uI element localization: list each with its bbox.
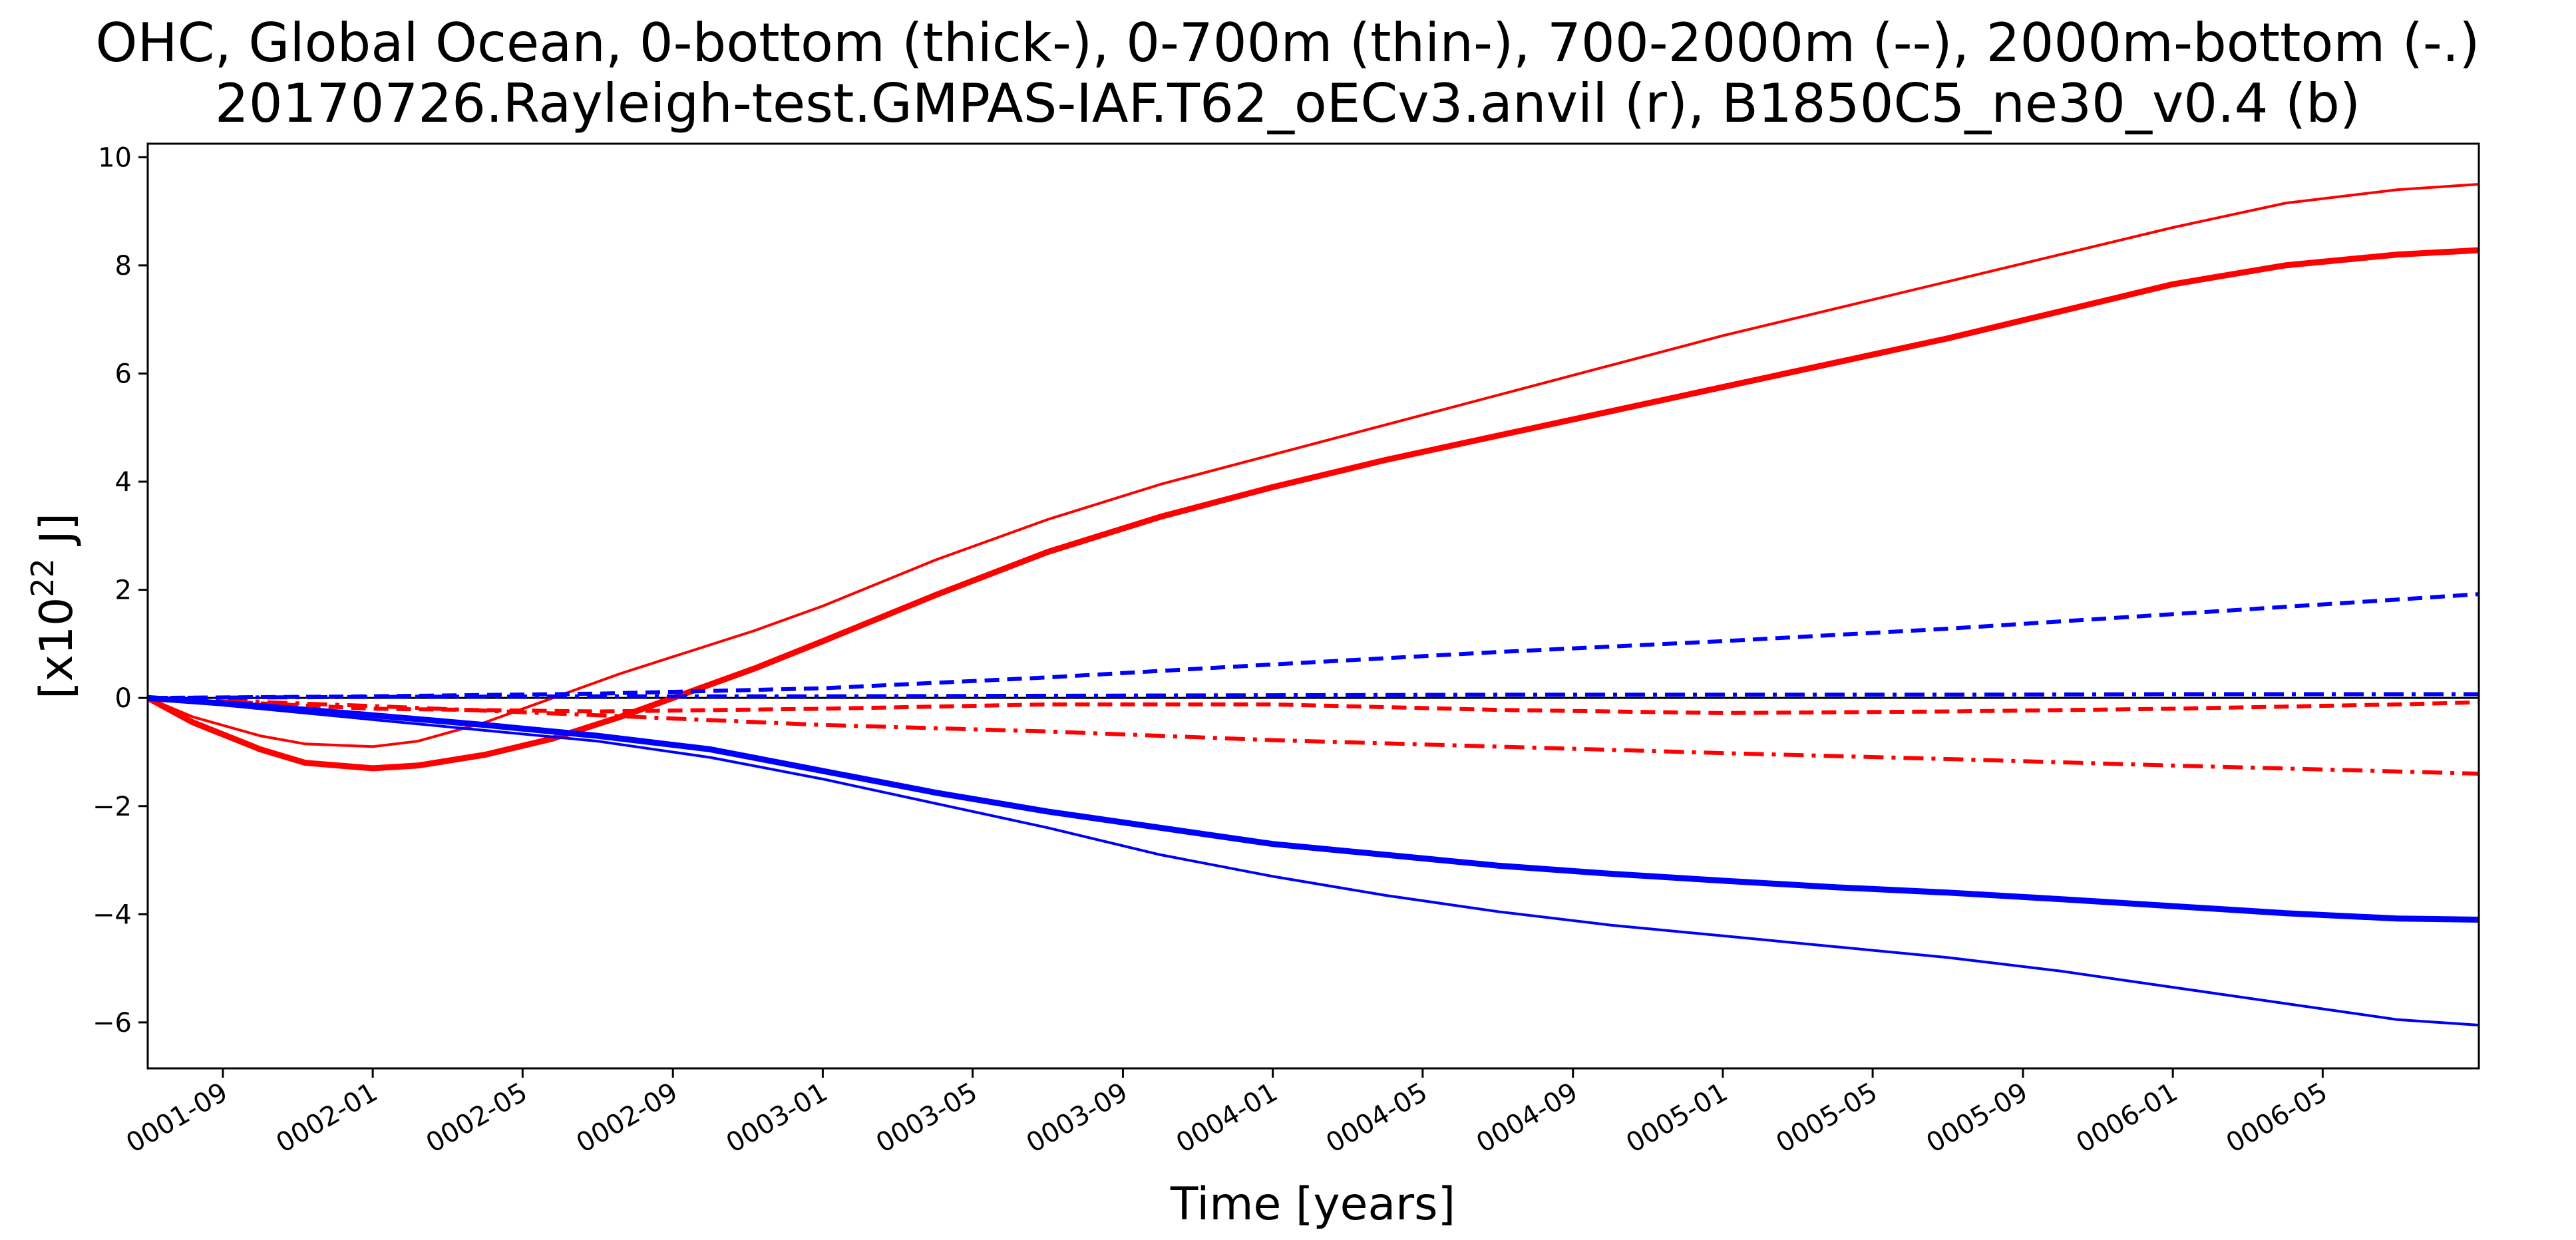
y-tick-label: 4 (115, 467, 132, 498)
y-axis-label-unit: J] (31, 513, 83, 558)
chart-subtitle: 20170726.Rayleigh-test.GMPAS-IAF.T62_oEC… (215, 73, 2360, 134)
y-tick-label: 8 (115, 251, 132, 281)
series-line-blue-dashed (147, 592, 2480, 700)
series-line-red-dashdot (147, 696, 2480, 776)
y-tick-label: −2 (92, 792, 132, 822)
y-tick-label: 0 (115, 683, 132, 714)
series-line-red-dashed (147, 696, 2480, 715)
series-line-blue-thin-solid (147, 697, 2480, 1026)
y-tick-label: 2 (115, 575, 132, 606)
series-line-blue-dashdot (147, 692, 2479, 700)
y-tick-label: −4 (92, 899, 132, 930)
y-axis-label-base: [x10 (31, 597, 83, 699)
x-axis-label: Time [years] (1170, 1178, 1455, 1231)
series-lines (146, 183, 2480, 1026)
plot-frame (146, 142, 2480, 1070)
series-line-red-thick-solid (146, 247, 2480, 772)
y-axis-label-exponent: 22 (25, 558, 61, 597)
chart-title: OHC, Global Ocean, 0-bottom (thick-), 0-… (96, 12, 2480, 74)
y-axis-label: [x1022 J] (25, 513, 83, 699)
series-line-blue-thick-solid (147, 695, 2480, 923)
series-line-red-thin-solid (147, 183, 2480, 748)
y-tick-label: −6 (92, 1008, 132, 1038)
y-tick-label: 6 (115, 359, 132, 389)
y-tick-label: 10 (98, 142, 132, 173)
